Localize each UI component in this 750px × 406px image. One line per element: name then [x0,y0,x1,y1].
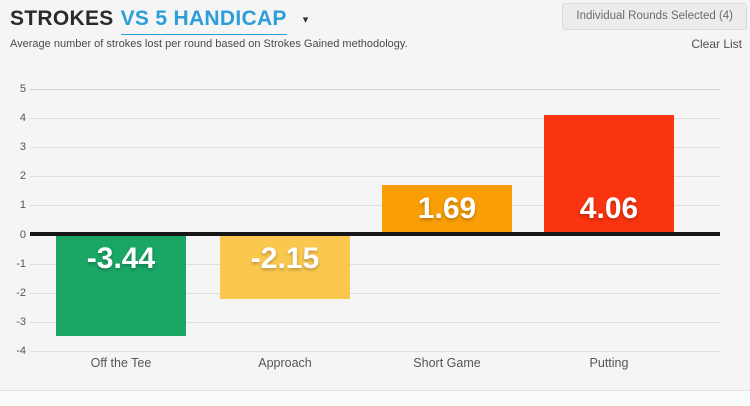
gridline-y-2 [30,293,720,294]
y-axis-tick-label: -3 [16,316,26,328]
category-label-putting: Putting [589,356,629,370]
bar-putting[interactable] [544,115,674,234]
bar-value-label-short-game: 1.69 [417,192,477,225]
category-label-short-game: Short Game [413,356,481,370]
strokes-metric-dropdown[interactable]: STROKES VS 5 HANDICAP ▾ [10,7,308,35]
bar-value-label-off-the-tee: -3.44 [86,242,156,275]
bar-value-label-putting: 4.06 [579,192,639,225]
y-axis-tick-label: 0 [19,229,26,241]
y-axis-tick-label: 5 [19,83,26,95]
y-axis-tick-label: 2 [19,170,26,182]
y-axis-tick-label: 1 [19,199,26,211]
chevron-down-icon: ▾ [302,14,309,26]
category-label-approach: Approach [258,356,312,370]
y-axis-tick-label: -4 [16,345,26,357]
page-title: STROKES [10,7,114,30]
gridline-y1 [30,205,720,206]
individual-rounds-selected-button[interactable]: Individual Rounds Selected (4) [562,3,747,30]
zero-axis-line [30,232,720,236]
gridline-y-1 [30,264,720,265]
chart-subtitle: Average number of strokes lost per round… [10,38,408,50]
bar-value-label-approach: -2.15 [250,242,320,275]
gridline-y4 [30,118,720,119]
gridline-y2 [30,176,720,177]
bar-off-the-tee[interactable] [56,236,186,336]
gridline-y-4 [30,351,720,352]
y-axis-tick-label: 3 [19,141,26,153]
handicap-comparison-label: VS 5 HANDICAP [120,7,287,35]
bar-short-game[interactable] [382,185,512,234]
gridline-y5 [30,89,720,90]
y-axis-tick-label: -1 [16,258,26,270]
clear-list-link[interactable]: Clear List [691,37,742,51]
gridline-y-3 [30,322,720,323]
category-label-off-the-tee: Off the Tee [90,356,152,370]
footer-strip [0,390,750,406]
bar-approach[interactable] [220,236,350,299]
y-axis-tick-label: -2 [16,287,26,299]
y-axis-tick-label: 4 [19,112,26,124]
gridline-y3 [30,147,720,148]
